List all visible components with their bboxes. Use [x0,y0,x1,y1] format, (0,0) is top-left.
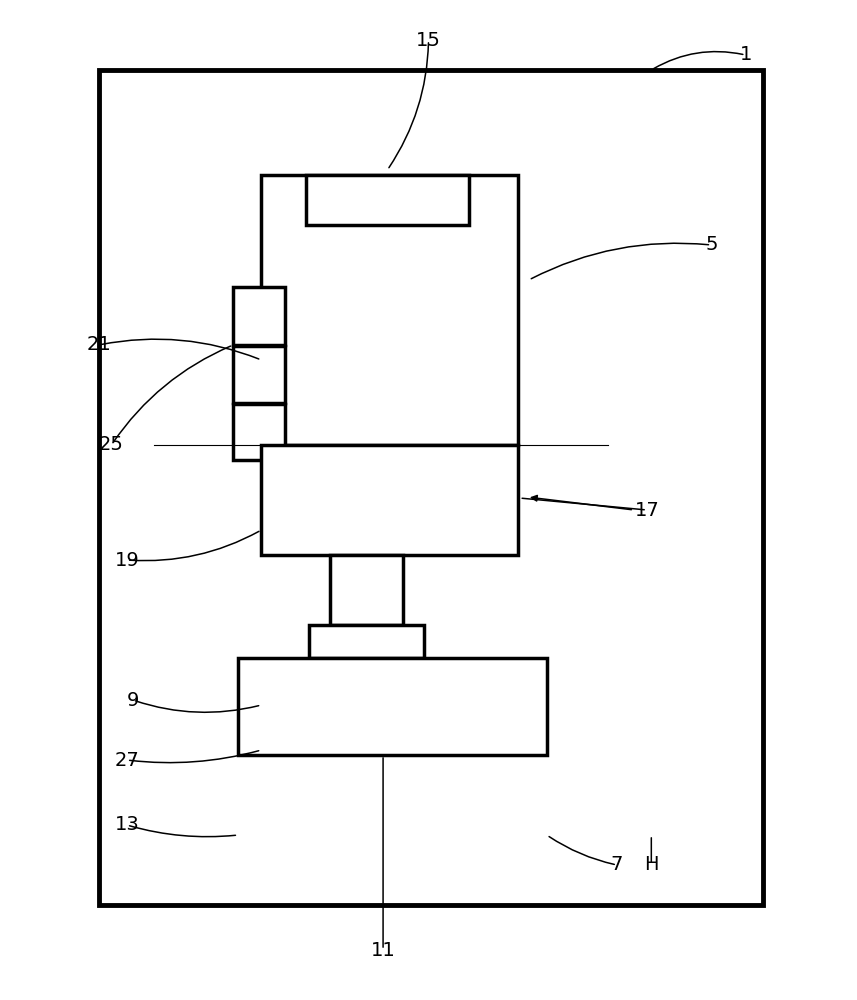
Text: 1: 1 [740,45,752,64]
Text: 9: 9 [127,690,139,710]
Text: 15: 15 [416,30,441,49]
Bar [261,175,518,445]
Text: 13: 13 [115,816,139,834]
Text: 19: 19 [115,550,139,570]
Text: 17: 17 [635,500,659,520]
Bar [306,175,469,225]
Bar [99,70,763,905]
Text: 21: 21 [87,336,111,355]
Text: H: H [644,856,658,874]
Text: 27: 27 [115,750,139,770]
Text: 7: 7 [611,856,623,874]
Text: 11: 11 [371,940,395,960]
Bar [233,287,285,345]
Bar [238,658,547,755]
Bar [261,445,518,555]
Text: 5: 5 [705,235,717,254]
Bar [330,555,403,625]
Bar [309,625,424,658]
Text: 25: 25 [99,436,124,454]
Bar [233,404,285,460]
Bar [233,346,285,403]
